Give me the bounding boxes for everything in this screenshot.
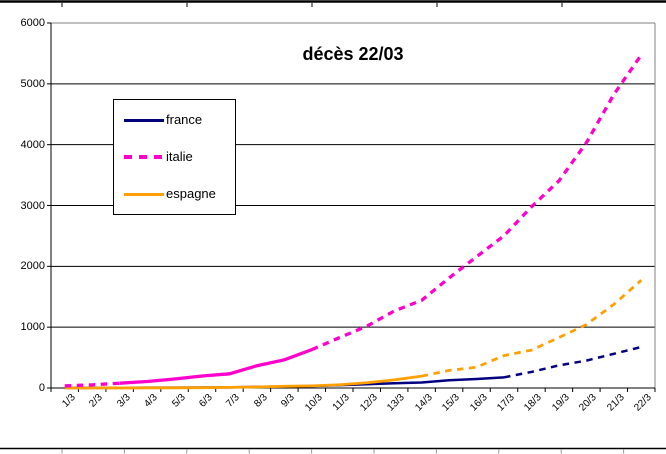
y-axis-label: 0 <box>38 382 45 394</box>
legend-label-france: france <box>166 112 203 127</box>
legend: france italie espagne <box>113 99 236 215</box>
y-axis-label: 6000 <box>20 17 45 29</box>
series-line-espagne-solid <box>64 374 422 390</box>
y-axis-label: 3000 <box>20 199 45 212</box>
italie-line-sample <box>124 155 164 159</box>
france-line-sample <box>124 119 164 122</box>
series-line-italie-solid <box>119 348 313 385</box>
espagne-line-sample <box>124 193 164 196</box>
legend-label-espagne: espagne <box>166 186 216 201</box>
series-line-italie-dashed <box>311 53 643 352</box>
legend-item-espagne: espagne <box>114 186 235 202</box>
series-line-italie-dashed <box>64 381 120 388</box>
legend-label-italie: italie <box>166 149 193 164</box>
chart-title: décès 22/03 <box>302 44 404 64</box>
y-axis-label: 4000 <box>20 138 45 151</box>
series-line-espagne-dashed <box>421 279 643 378</box>
legend-item-italie: italie <box>114 149 235 165</box>
y-axis-label: 1000 <box>20 321 45 334</box>
y-axis-label: 5000 <box>20 77 45 90</box>
y-axis-label: 2000 <box>20 260 45 273</box>
series-line-france-dashed <box>503 345 642 379</box>
legend-item-france: france <box>114 112 235 128</box>
